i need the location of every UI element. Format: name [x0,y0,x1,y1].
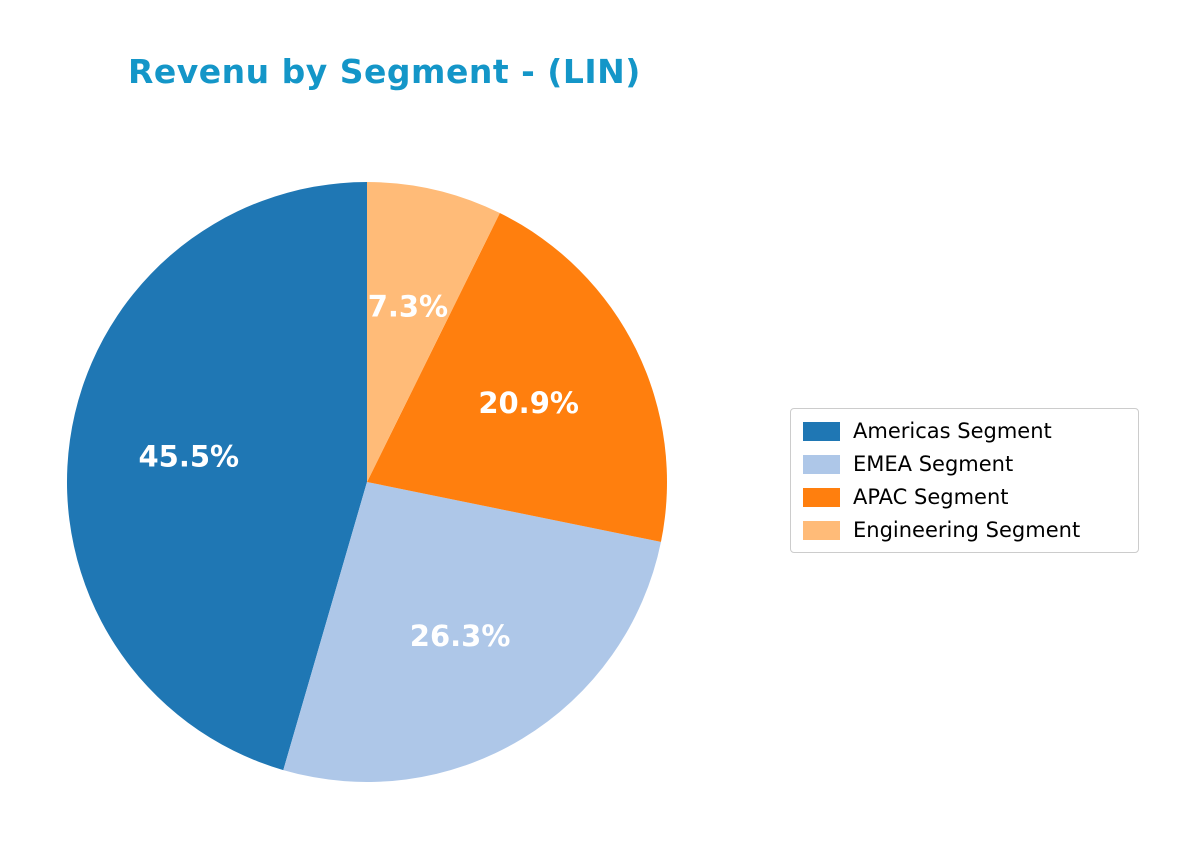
pie-slice-apac-segment [367,213,668,542]
legend-item: Americas Segment [803,419,1126,443]
pie-slice-emea-segment [283,482,661,783]
pie-slice-engineering-segment [367,182,500,482]
legend-label-engineering: Engineering Segment [853,518,1081,542]
pie-chart: 45.5% 26.3% 20.9% 7.3% [66,182,668,783]
legend-item: Engineering Segment [803,518,1126,542]
legend-label-emea: EMEA Segment [853,452,1014,476]
legend: Americas Segment EMEA Segment APAC Segme… [790,408,1139,553]
pie-slice-value-label: 7.3% [368,290,448,324]
legend-label-apac: APAC Segment [853,485,1009,509]
legend-item: EMEA Segment [803,452,1126,476]
chart-title: Revenu by Segment - (LIN) [128,52,641,91]
pie-slice-value-label: 45.5% [138,440,239,474]
pie-slice-value-label: 20.9% [478,386,579,420]
legend-swatch-americas [803,421,840,441]
pie-slice-americas-segment [66,182,367,771]
legend-swatch-engineering [803,520,840,540]
pie-slice-value-label: 26.3% [410,619,511,653]
legend-swatch-apac [803,487,840,507]
legend-label-americas: Americas Segment [853,419,1052,443]
legend-item: APAC Segment [803,485,1126,509]
legend-swatch-emea [803,454,840,474]
